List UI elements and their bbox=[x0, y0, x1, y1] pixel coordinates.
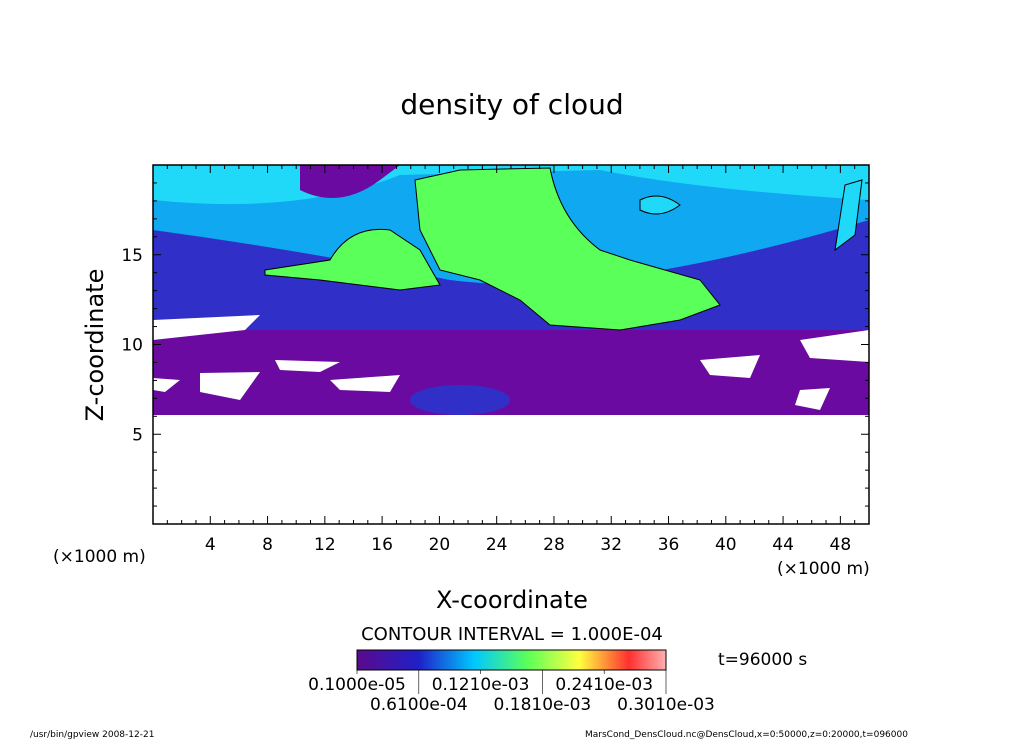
field-green-blob-left bbox=[264, 228, 441, 291]
colorbar-label: 0.1210e-03 bbox=[432, 675, 530, 695]
y-tick-label: 10 bbox=[121, 336, 143, 356]
field-purple-band bbox=[153, 325, 869, 415]
x-tick-label: 12 bbox=[314, 535, 336, 555]
x-axis: 4 8 12 16 20 24 28 32 36 40 44 48 bbox=[166, 165, 856, 555]
footer-left: /usr/bin/gpview 2008-12-21 bbox=[30, 730, 154, 740]
x-tick-label: 48 bbox=[830, 535, 852, 555]
colorbar-label: 0.6100e-04 bbox=[370, 695, 468, 715]
x-unit-right: (×1000 m) bbox=[777, 559, 870, 579]
x-tick-label: 28 bbox=[543, 535, 565, 555]
field-white-gaps bbox=[153, 315, 869, 410]
x-tick-label: 44 bbox=[772, 535, 794, 555]
colorbar-label: 0.2410e-03 bbox=[555, 675, 653, 695]
y-tick-label: 5 bbox=[132, 425, 143, 445]
field-contour-right bbox=[834, 179, 863, 252]
x-tick-label: 8 bbox=[262, 535, 273, 555]
field bbox=[153, 165, 869, 524]
field-blue-patch bbox=[410, 385, 510, 415]
field-purple-top bbox=[300, 165, 400, 198]
colorbar-label: 0.3010e-03 bbox=[617, 695, 715, 715]
contour-interval: CONTOUR INTERVAL = 1.000E-04 bbox=[361, 624, 663, 645]
y-tick-label: 15 bbox=[121, 246, 143, 266]
x-tick-label: 24 bbox=[486, 535, 508, 555]
x-tick-label: 40 bbox=[715, 535, 737, 555]
x-tick-label: 4 bbox=[205, 535, 216, 555]
x-axis-label: X-coordinate bbox=[436, 586, 588, 614]
y-axis-label: Z-coordinate bbox=[81, 269, 109, 422]
colorbar-label: 0.1810e-03 bbox=[494, 695, 592, 715]
x-tick-label: 16 bbox=[371, 535, 393, 555]
field-empty-lower bbox=[153, 415, 869, 524]
colorbar-label: 0.1000e-05 bbox=[308, 675, 406, 695]
field-green-blob bbox=[414, 167, 721, 331]
time-label: t=96000 s bbox=[718, 650, 807, 670]
x-unit-left: (×1000 m) bbox=[53, 547, 146, 567]
colorbar-labels: 0.1000e-050.6100e-040.1210e-030.1810e-03… bbox=[308, 670, 715, 715]
chart-title: density of cloud bbox=[400, 88, 623, 121]
x-tick-label: 36 bbox=[658, 535, 680, 555]
colorbar bbox=[356, 649, 667, 671]
y-axis: 5 10 15 bbox=[121, 182, 869, 507]
x-tick-label: 32 bbox=[600, 535, 622, 555]
x-tick-label: 20 bbox=[429, 535, 451, 555]
footer-right: MarsCond_DensCloud.nc@DensCloud,x=0:5000… bbox=[585, 730, 908, 740]
field-contour-small bbox=[639, 195, 681, 215]
